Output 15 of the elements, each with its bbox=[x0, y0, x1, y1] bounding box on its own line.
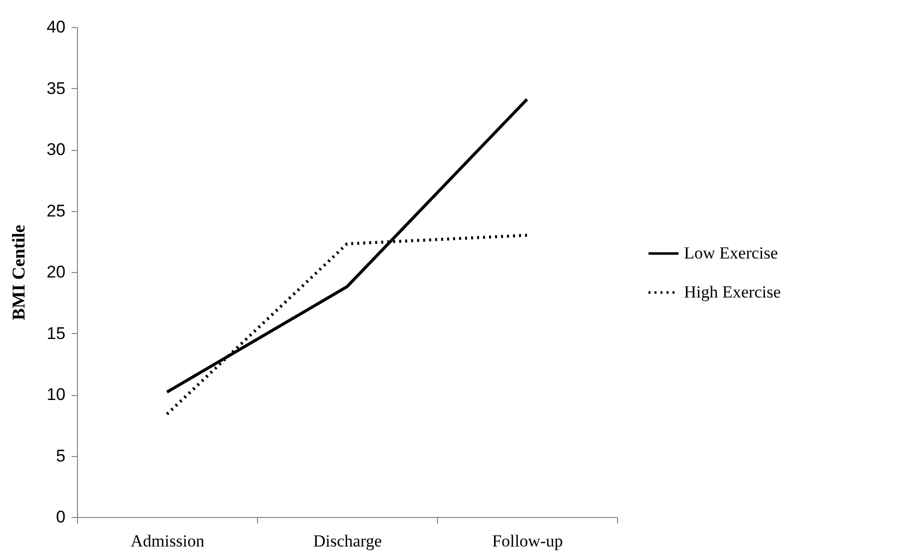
y-tick-label: 10 bbox=[46, 385, 66, 404]
y-tick-label: 40 bbox=[46, 18, 66, 36]
y-tick-label: 5 bbox=[56, 446, 66, 466]
x-tick-label: Discharge bbox=[313, 532, 382, 550]
y-tick-label: 0 bbox=[56, 508, 66, 526]
y-tick-label: 15 bbox=[46, 324, 66, 343]
y-tick-label: 20 bbox=[46, 262, 66, 282]
legend-label: Low Exercise bbox=[684, 244, 778, 262]
y-tick-label: 30 bbox=[46, 140, 66, 159]
legend-label: High Exercise bbox=[684, 282, 781, 302]
x-tick-label: Admission bbox=[130, 532, 205, 550]
y-tick-label: 35 bbox=[46, 78, 66, 98]
y-tick-label: 25 bbox=[46, 201, 66, 220]
y-axis-title: BMI Centile bbox=[8, 224, 29, 320]
x-tick-label: Follow-up bbox=[492, 532, 563, 550]
